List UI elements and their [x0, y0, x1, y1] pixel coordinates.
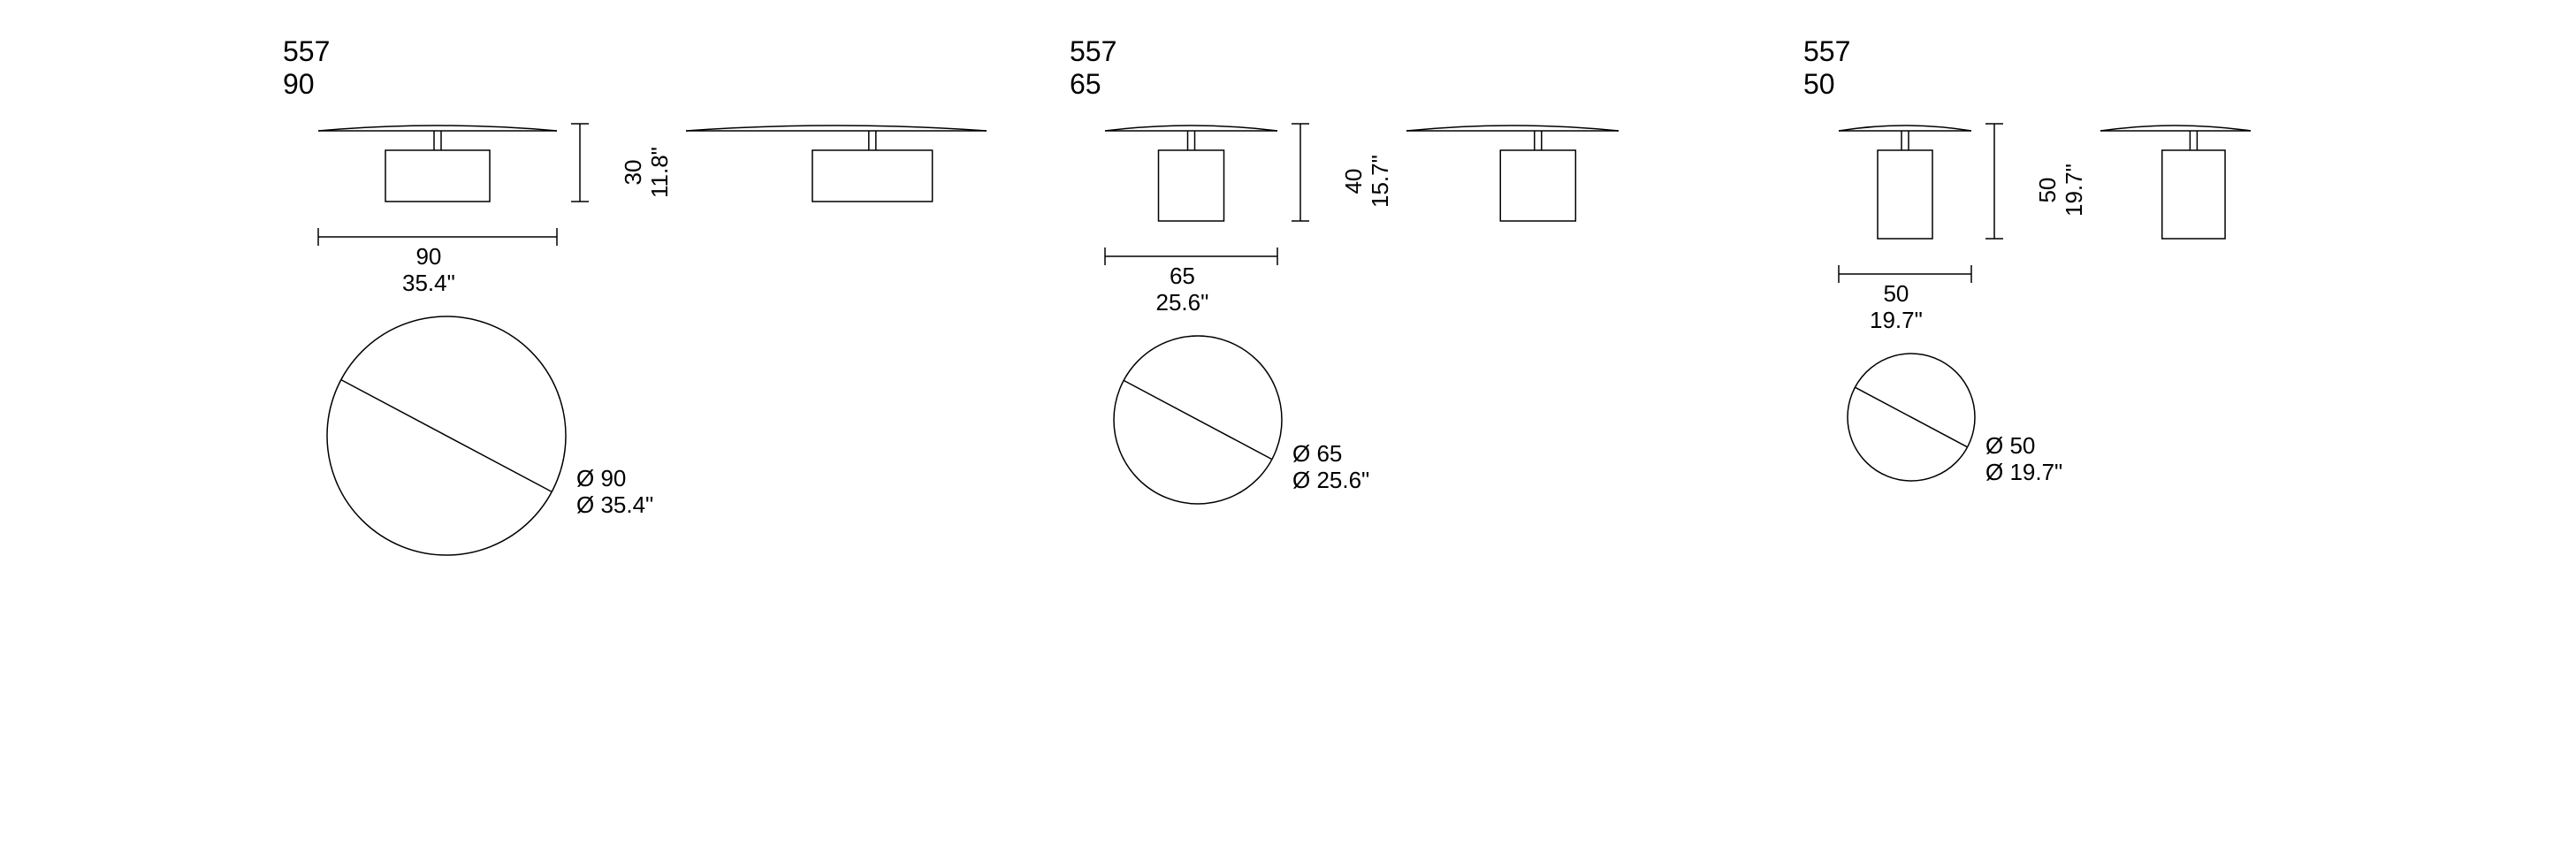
width-label: 6525.6": [1156, 263, 1209, 316]
drawing-svg: [1070, 0, 1865, 796]
diameter-label: Ø 50Ø 19.7": [1985, 433, 2062, 486]
height-label: 3011.8": [621, 147, 674, 198]
height-label: 4015.7": [1341, 155, 1394, 208]
height-label: 5019.7": [2035, 164, 2088, 217]
diameter-label: Ø 90Ø 35.4": [576, 466, 653, 519]
width-label: 9035.4": [402, 244, 455, 297]
drawing-svg: [1803, 0, 2576, 796]
diameter-label: Ø 65Ø 25.6": [1292, 441, 1369, 494]
width-label: 5019.7": [1870, 281, 1923, 334]
drawing-svg: [283, 0, 1078, 796]
